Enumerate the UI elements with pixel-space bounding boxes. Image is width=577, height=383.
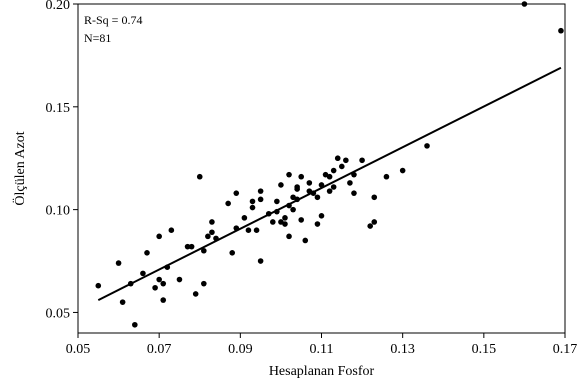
x-tick-label: 0.07 [147, 342, 172, 357]
data-point [257, 188, 264, 194]
y-tick-label: 0.05 [46, 306, 71, 321]
data-point [225, 200, 231, 207]
regression-line [97, 66, 562, 301]
data-point [241, 215, 248, 221]
data-point [314, 221, 321, 227]
data-point [521, 1, 528, 7]
data-point [257, 196, 264, 203]
data-point [282, 215, 288, 221]
data-point [205, 233, 211, 240]
data-point [347, 180, 353, 186]
data-point [233, 190, 240, 196]
data-point [119, 299, 126, 305]
x-tick-label: 0.17 [553, 342, 577, 357]
data-point [188, 243, 195, 250]
data-point [306, 180, 313, 186]
y-axis-label: Ölçülen Azot [11, 131, 28, 205]
data-point [338, 163, 345, 170]
data-point [156, 233, 162, 240]
data-point [95, 282, 102, 289]
data-point [359, 157, 365, 164]
data-point [152, 284, 158, 291]
y-axis-ticks: 0.05 0.10 0.15 0.20 [46, 0, 78, 321]
y-tick-label: 0.10 [46, 204, 71, 219]
data-point [302, 237, 309, 244]
data-point [286, 233, 292, 240]
data-point [330, 184, 337, 190]
data-point [253, 227, 260, 233]
data-point [371, 219, 378, 225]
data-point [201, 280, 207, 287]
data-point [290, 206, 296, 213]
y-tick-label: 0.15 [46, 101, 71, 116]
data-point [343, 157, 349, 164]
data-point [558, 27, 564, 34]
data-point [278, 182, 284, 188]
data-point [156, 276, 162, 283]
data-point [249, 198, 256, 205]
data-point [351, 190, 357, 196]
data-point [371, 194, 378, 201]
data-point [196, 173, 203, 180]
data-point [367, 223, 374, 229]
x-tick-label: 0.05 [66, 342, 91, 357]
data-point [249, 204, 256, 211]
data-point [318, 212, 325, 219]
data-point [286, 171, 292, 178]
data-point [274, 198, 280, 205]
x-axis-label: Hesaplanan Fosfor [269, 364, 375, 379]
data-point [270, 219, 276, 225]
data-point [229, 250, 236, 256]
x-axis-ticks: 0.05 0.07 0.09 0.11 0.13 0.15 0.17 [66, 333, 577, 357]
x-tick-label: 0.15 [472, 342, 497, 357]
data-point [282, 221, 288, 227]
data-point [160, 297, 167, 303]
data-point [209, 219, 215, 225]
y-tick-label: 0.20 [46, 0, 71, 13]
data-point [399, 167, 406, 174]
n-annotation: N=81 [84, 31, 111, 45]
data-point [326, 173, 333, 180]
data-point [424, 143, 430, 149]
data-point [168, 227, 175, 233]
data-point [245, 227, 252, 233]
data-point [330, 167, 337, 174]
data-point [144, 250, 150, 256]
data-point [115, 260, 122, 266]
data-point [294, 186, 300, 192]
x-tick-label: 0.09 [228, 342, 253, 357]
r-squared-annotation: R-Sq = 0.74 [84, 13, 142, 27]
data-point [314, 194, 321, 201]
plot-frame [77, 3, 566, 334]
data-point [298, 217, 305, 223]
x-tick-label: 0.11 [310, 342, 334, 357]
data-point [209, 229, 215, 236]
data-point [298, 173, 305, 180]
data-point [334, 155, 341, 162]
data-point [192, 291, 199, 297]
data-point [132, 321, 138, 328]
data-point [176, 276, 183, 283]
data-point [201, 247, 207, 254]
data-points [95, 1, 564, 328]
data-point [160, 280, 167, 287]
data-point [383, 173, 390, 180]
data-point [257, 258, 264, 264]
data-point [326, 188, 333, 194]
data-point [184, 243, 191, 250]
x-tick-label: 0.13 [390, 342, 415, 357]
data-point [140, 270, 146, 277]
